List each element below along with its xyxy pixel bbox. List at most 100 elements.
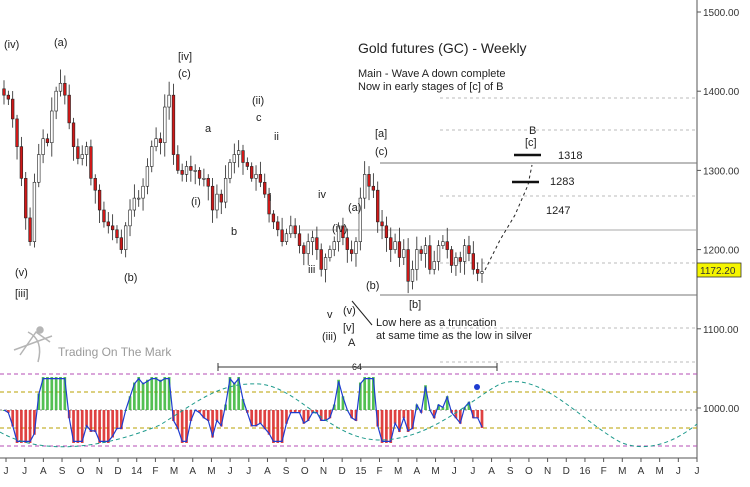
wave-label: (ii) (252, 95, 264, 107)
wave-label: [iii] (15, 288, 28, 300)
oscillator-bar-negative (350, 410, 353, 419)
candle-down (115, 229, 119, 239)
price-tick-label: 1300.00 (703, 166, 740, 177)
candle-down (219, 193, 223, 203)
candle-up (328, 249, 332, 258)
oscillator-bar-negative (219, 410, 223, 427)
candle-down (28, 217, 32, 242)
current-price-label: 1172.20 (700, 266, 736, 277)
wave-label: (c) (375, 146, 388, 158)
candle-up (150, 146, 154, 167)
watermark: Trading On The Mark (13, 326, 172, 363)
cycle-span-marker: 64 (217, 362, 498, 372)
time-tick-label: A (189, 466, 196, 477)
oscillator-bar-positive (367, 377, 371, 410)
candle-up (462, 245, 467, 262)
oscillator-bar-negative (119, 410, 123, 430)
candle-down (176, 154, 180, 171)
candle-up (480, 271, 484, 274)
candle-down (428, 245, 432, 270)
oscillator-bar-negative (289, 410, 293, 413)
oscillator-bar-negative (76, 410, 80, 443)
candle-down (76, 146, 80, 159)
oscillator-bar-negative (250, 410, 254, 427)
time-tick-label: M (394, 466, 402, 477)
wave-label: (v) (343, 305, 356, 317)
time-tick-label: S (59, 466, 66, 477)
time-tick-label: M (170, 466, 178, 477)
oscillator-bar-positive (441, 407, 445, 410)
oscillator-bar-negative (111, 410, 114, 438)
oscillator-bar-negative (202, 410, 206, 419)
oscillator-bar-positive (437, 404, 440, 410)
candle-up (441, 241, 445, 246)
candle-up (132, 197, 137, 211)
price-tick-label: 1000.00 (703, 404, 740, 415)
oscillator-bar-negative (480, 410, 484, 429)
oscillator-bar-negative (272, 410, 275, 443)
oscillator-current-dot (474, 384, 480, 390)
oscillator-bar-negative (211, 410, 214, 438)
wave-label: (iv) (332, 223, 347, 235)
candle-up (124, 225, 128, 250)
time-tick-label: J (246, 466, 251, 477)
candle-up (410, 269, 415, 282)
time-tick-label: J (228, 466, 233, 477)
projected-wave-path (484, 164, 533, 271)
candle-down (89, 146, 93, 179)
candle-down (458, 257, 462, 262)
wave-label: (a) (348, 202, 361, 214)
wave-label: (a) (54, 37, 67, 49)
oscillator-bar-negative (6, 410, 10, 413)
candle-down (119, 237, 123, 250)
watermark-text: Trading On The Mark (58, 345, 172, 359)
candle-down (345, 237, 349, 250)
oscillator-bar-negative (198, 410, 201, 413)
candle-down (349, 249, 354, 254)
candle-down (267, 193, 271, 215)
candle-up (423, 245, 428, 254)
candle-up (167, 94, 171, 108)
oscillator-bar-negative (398, 410, 401, 432)
candle-up (237, 150, 241, 155)
oscillator-bar-positive (363, 377, 367, 410)
time-tick-label: F (376, 466, 382, 477)
wave-label: b (231, 226, 237, 238)
oscillator-bar-negative (15, 410, 19, 443)
oscillator-bar-negative (293, 410, 297, 413)
candle-down (210, 185, 215, 211)
oscillator-bar-positive (46, 377, 49, 410)
candle-up (80, 154, 84, 159)
oscillator-bar-negative (324, 410, 327, 421)
oscillator-bar-positive (63, 377, 67, 410)
candle-down (171, 94, 176, 155)
wave-label: a (205, 123, 212, 135)
oscillator-bar-positive (59, 377, 62, 410)
oscillator-bar-negative (259, 410, 262, 424)
oscillator-histogram (2, 377, 484, 443)
time-tick-label: J (470, 466, 475, 477)
candle-down (189, 166, 193, 171)
wave-label: (c) (178, 68, 191, 80)
oscillator-bar-negative (458, 410, 462, 424)
time-tick-label: O (301, 466, 309, 477)
time-tick-label: J (452, 466, 457, 477)
oscillator-bar-negative (432, 410, 436, 419)
price-tick-label: 1400.00 (703, 87, 740, 98)
oscillator-bar-negative (476, 410, 480, 419)
oscillator-bar-positive (150, 377, 154, 410)
candle-up (50, 110, 54, 143)
candle-down (106, 221, 110, 227)
candle-down (241, 150, 245, 163)
wave-label: c (256, 112, 262, 124)
oscillator-bar-negative (33, 410, 36, 435)
oscillator-bar-negative (28, 410, 32, 443)
target-label-1318: 1318 (558, 150, 582, 162)
time-tick-label: M (207, 466, 215, 477)
oscillator-bar-negative (106, 410, 110, 443)
time-tick-label: F (152, 466, 158, 477)
candle-down (319, 249, 323, 270)
oscillator-bar-negative (328, 410, 332, 419)
candle-down (93, 178, 97, 191)
